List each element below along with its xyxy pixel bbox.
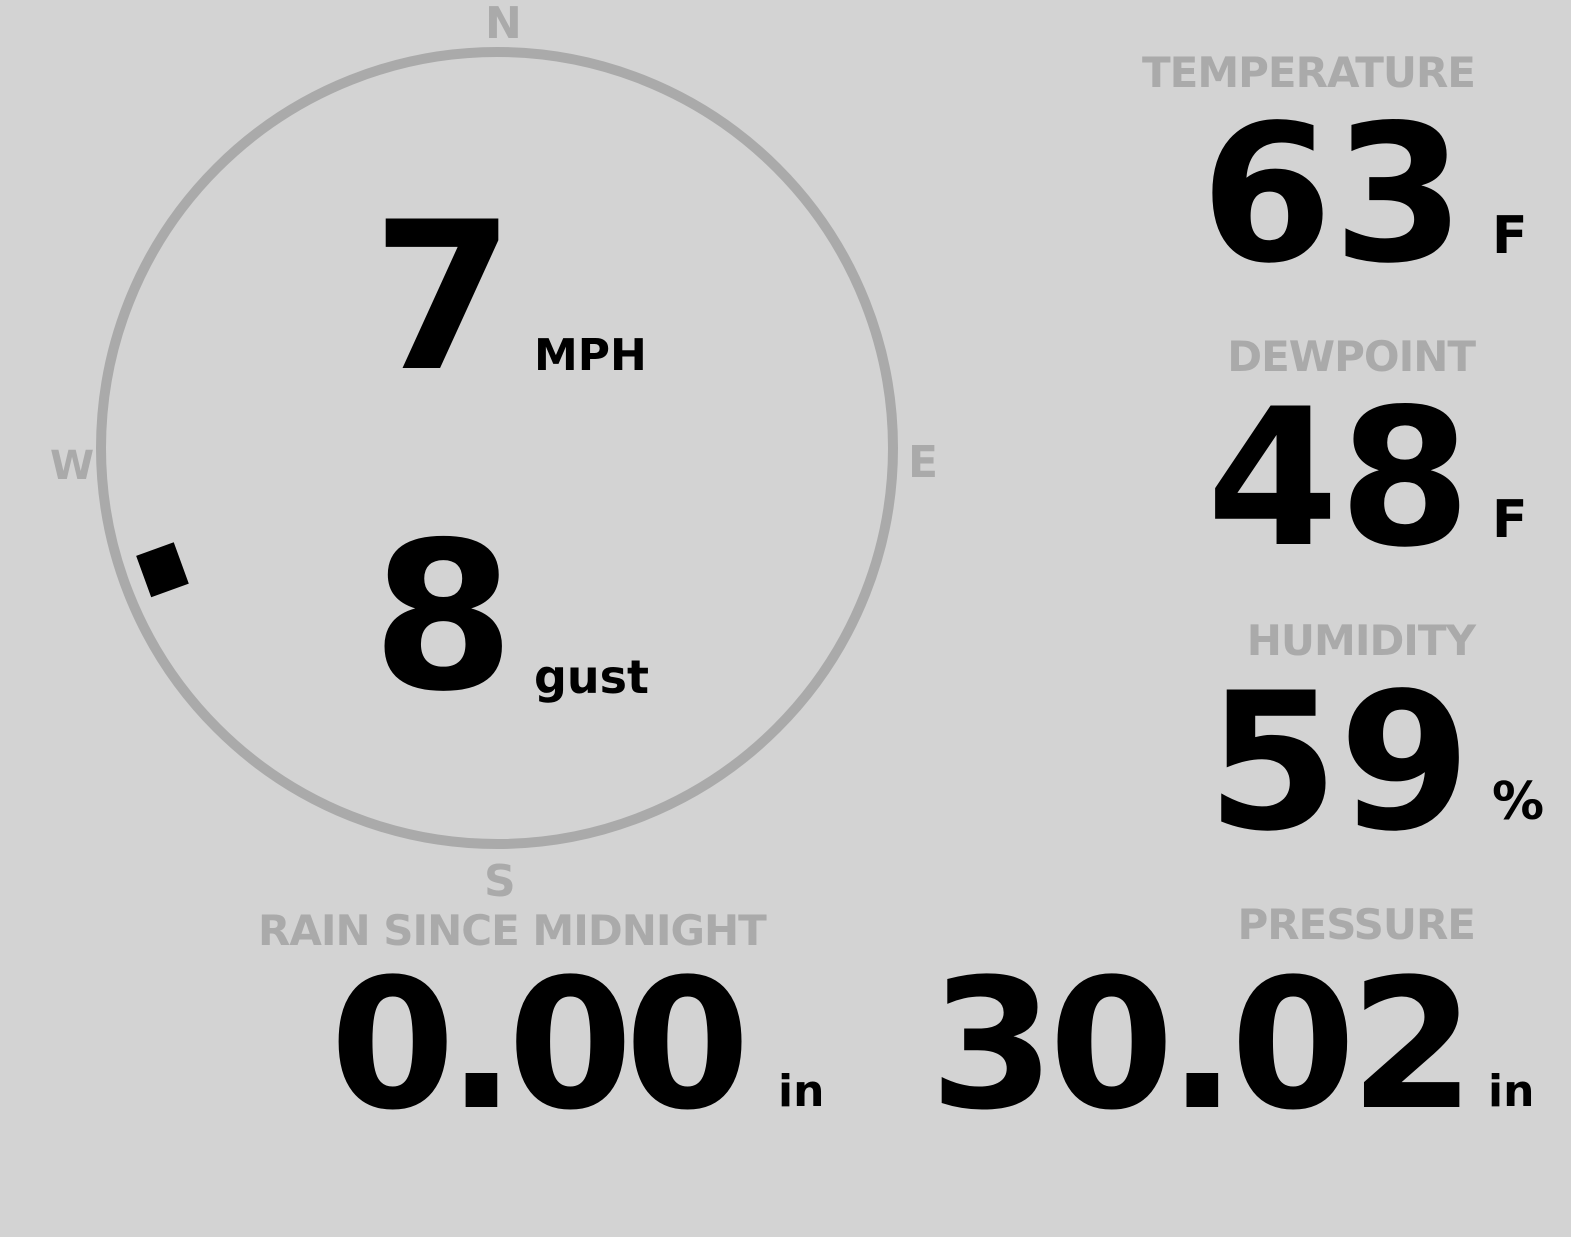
temperature-label: TEMPERATURE [1142,48,1476,97]
pressure-value: 30.02 [929,941,1475,1150]
dewpoint-value: 48 [1206,368,1471,589]
temperature-unit: F [1492,206,1528,266]
compass-west: W [50,443,95,489]
dewpoint-label: DEWPOINT [1227,332,1476,381]
rain-value: 0.00 [330,941,750,1150]
rain-label: RAIN SINCE MIDNIGHT [258,906,767,955]
dewpoint-unit: F [1492,490,1528,550]
wind-speed-value: 7 [372,179,515,417]
compass-ring [96,47,898,849]
wind-speed-unit: MPH [534,330,647,381]
humidity-value: 59 [1206,652,1471,873]
pressure-label: PRESSURE [1237,900,1476,949]
compass-east: E [908,437,939,488]
wind-gust-value: 8 [372,499,515,737]
humidity-label: HUMIDITY [1246,616,1476,665]
pressure-unit: in [1488,1066,1535,1117]
compass-north: N [485,0,522,49]
humidity-unit: % [1492,772,1545,832]
compass-south: S [484,856,516,907]
wind-gust-unit: gust [534,650,650,704]
rain-unit: in [778,1066,825,1117]
temperature-value: 63 [1200,84,1465,305]
wind-direction-marker [136,542,189,598]
